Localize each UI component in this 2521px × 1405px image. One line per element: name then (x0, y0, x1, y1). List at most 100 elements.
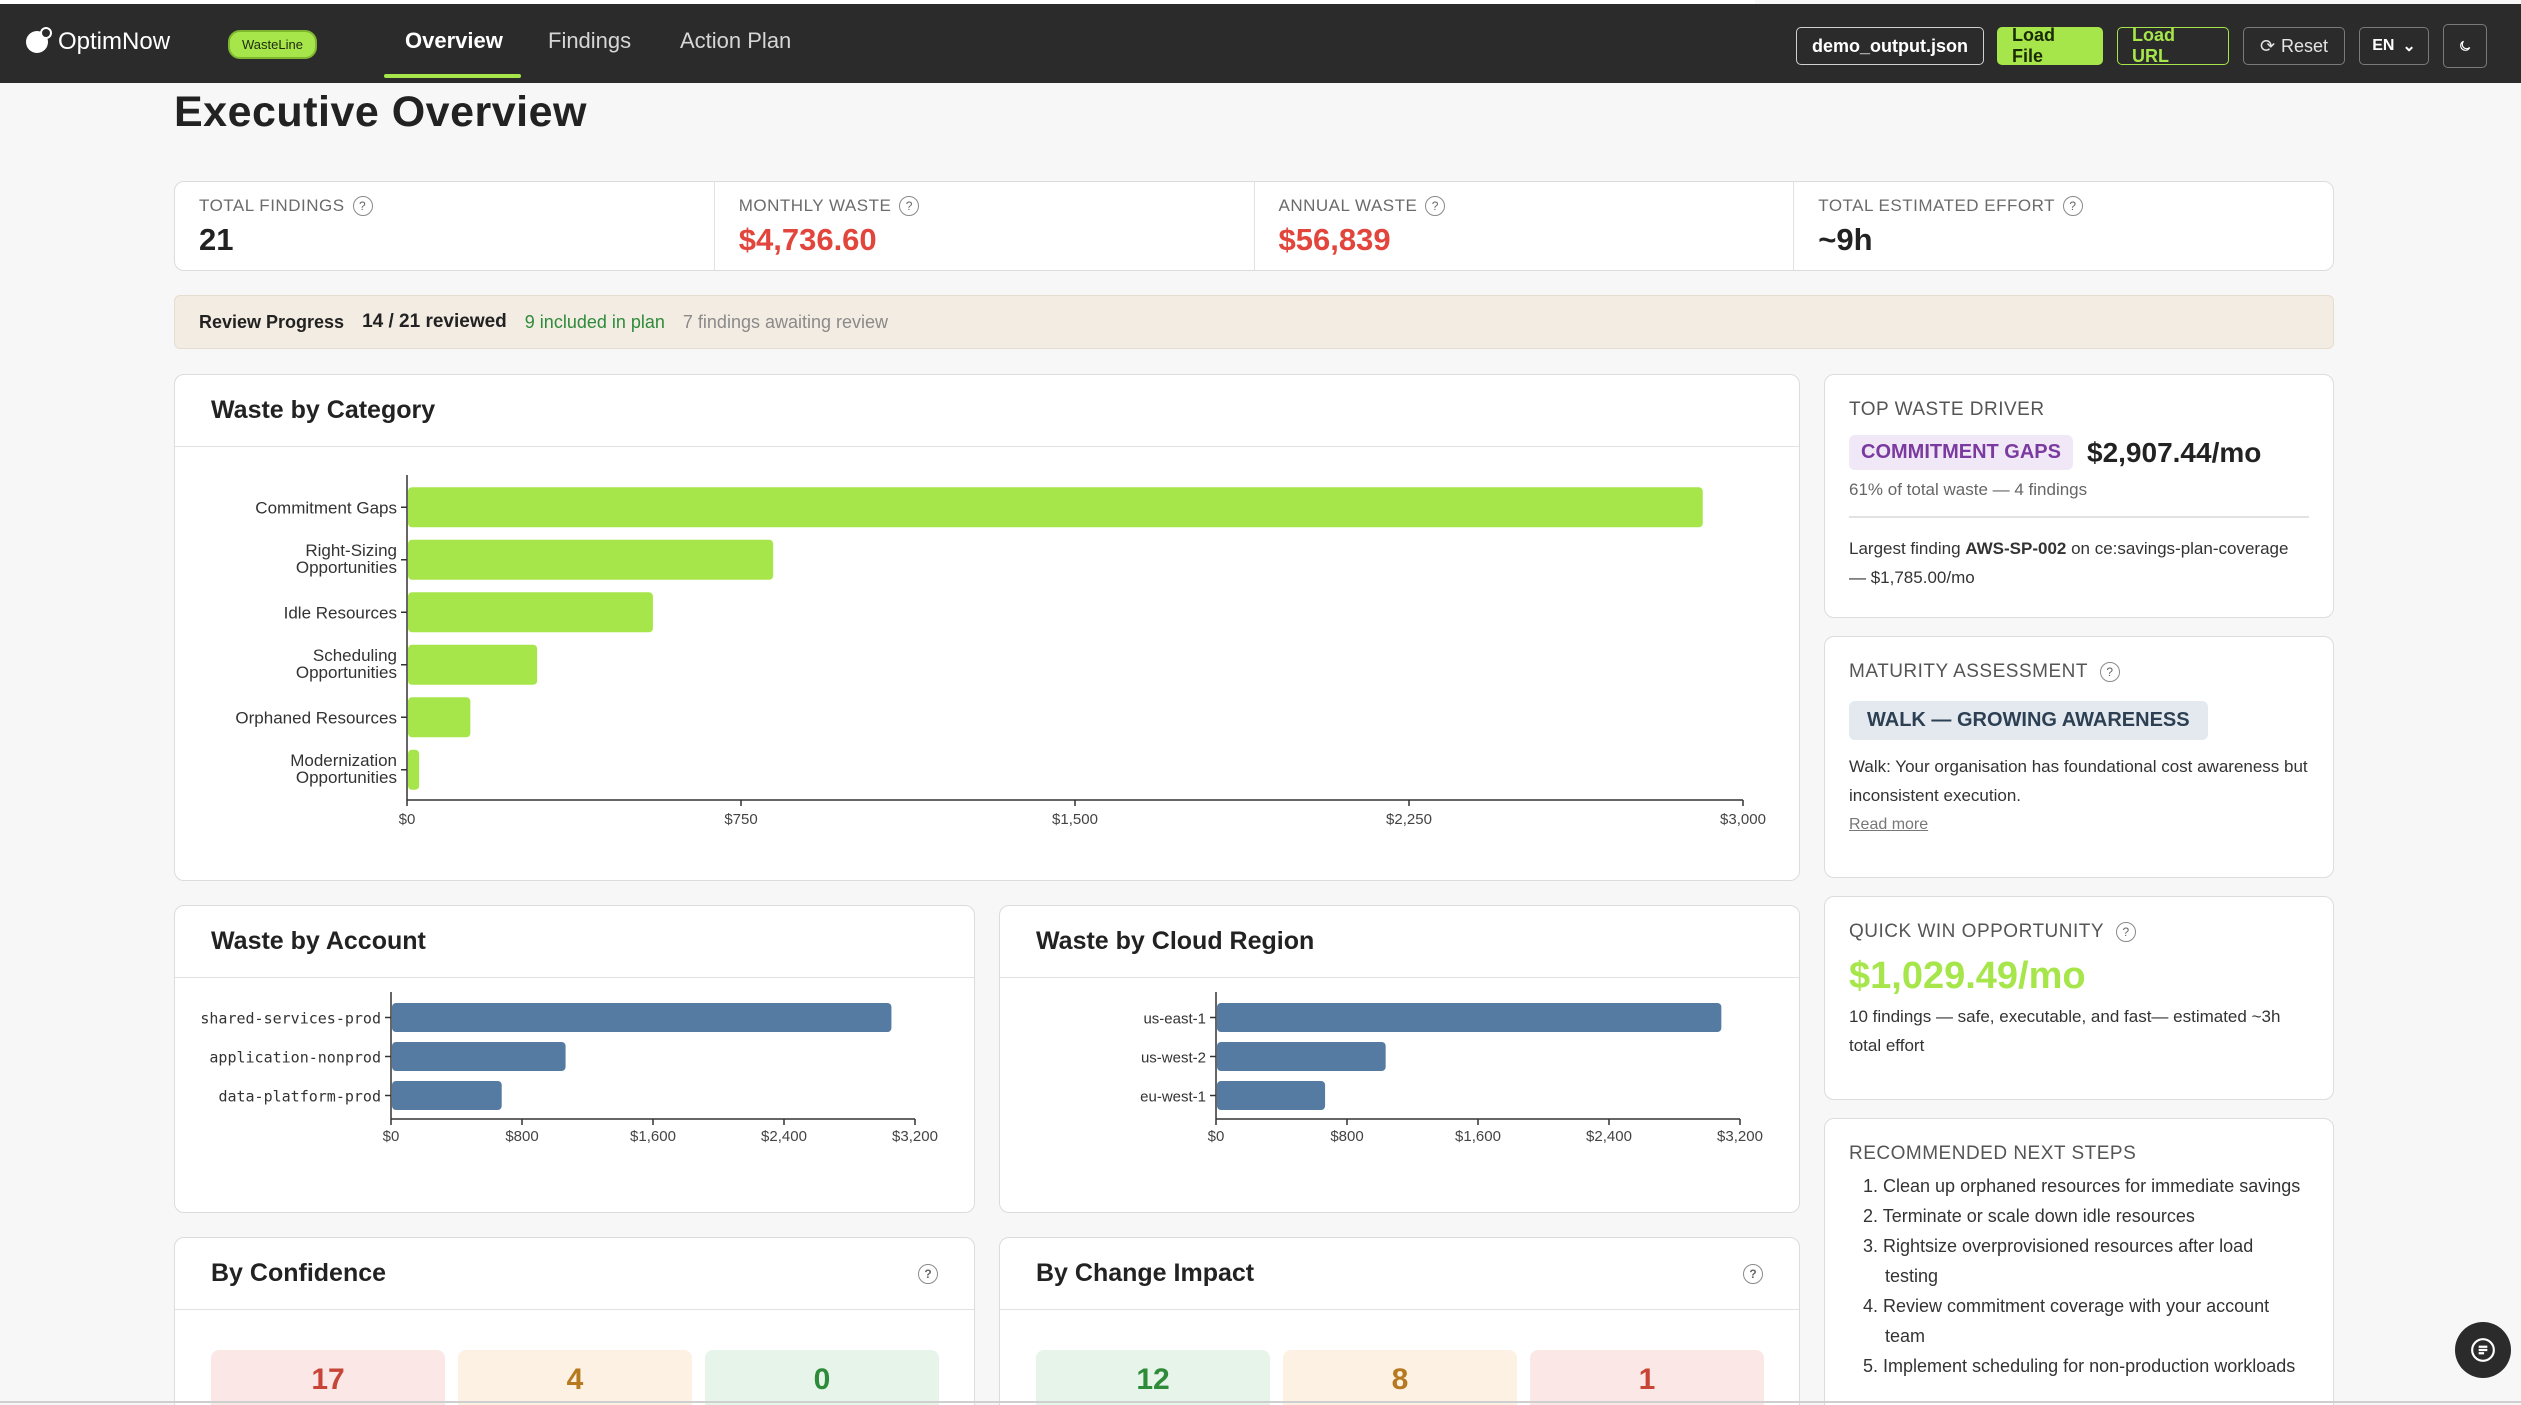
chevron-down-icon: ⌄ (2402, 38, 2416, 55)
language-select[interactable]: EN ⌄ (2359, 27, 2429, 65)
reset-label: Reset (2281, 35, 2329, 56)
waste-by-account-card: Waste by Account shared-services-prod app… (174, 905, 975, 1213)
card-title: TOP WASTE DRIVER (1849, 399, 2045, 420)
card-title: MATURITY ASSESSMENT (1849, 661, 2088, 682)
divider (1849, 516, 2309, 518)
loaded-file-button[interactable]: demo_output.json (1796, 27, 1984, 65)
impact-high-count[interactable]: 1 (1530, 1350, 1764, 1405)
impact-medium-count[interactable]: 8 (1283, 1350, 1517, 1405)
kpi-label: TOTAL FINDINGS (199, 196, 345, 215)
help-icon[interactable]: ? (2063, 196, 2083, 216)
confidence-medium-count[interactable]: 4 (458, 1350, 692, 1405)
by-change-impact-card: By Change Impact? 12 8 1 (999, 1237, 1800, 1405)
bar[interactable] (408, 487, 1703, 528)
help-icon[interactable]: ? (899, 196, 920, 216)
help-icon[interactable]: ? (2116, 922, 2137, 942)
confidence-high-count[interactable]: 17 (211, 1350, 445, 1405)
tab-findings[interactable]: Findings (548, 28, 632, 53)
waste-by-account-chart: shared-services-prod application-nonprod d… (200, 992, 938, 1145)
bar[interactable] (408, 592, 653, 633)
brand-logo[interactable]: OptimNow (26, 27, 171, 56)
kpi-value: 21 (199, 222, 234, 257)
x-tick-label: $3,200 (892, 1128, 938, 1145)
reset-button[interactable]: ⟳ Reset (2243, 27, 2345, 65)
refresh-icon: ⟳ (2259, 35, 2276, 56)
x-tick-label: $800 (505, 1128, 538, 1145)
confidence-low-count[interactable]: 0 (705, 1350, 939, 1405)
review-count: 14 / 21 reviewed (362, 311, 507, 332)
x-tick-label: $750 (724, 811, 757, 828)
largest-finding-id[interactable]: AWS-SP-002 (1965, 538, 2067, 558)
load-file-button[interactable]: Load File (1997, 25, 2103, 66)
quick-win-description: 10 findings — safe, executable, and fast… (1849, 1007, 2281, 1055)
read-more-link[interactable]: Read more (1849, 816, 1929, 833)
bar[interactable] (408, 749, 420, 790)
x-tick-label: $2,400 (1586, 1128, 1632, 1145)
active-tab-indicator (384, 74, 521, 78)
kpi-value: $4,736.60 (738, 222, 877, 257)
next-steps-list: 1. Clean up orphaned resources for immed… (1849, 1171, 2309, 1381)
help-icon[interactable]: ? (2099, 662, 2120, 682)
waste-by-category-chart: Commitment Gaps Right-Sizing Opportunities… (235, 475, 1766, 828)
help-icon[interactable]: ? (1743, 1263, 1763, 1284)
x-tick-label: $2,400 (761, 1128, 807, 1145)
x-tick-label: $0 (1208, 1128, 1225, 1145)
bar[interactable] (408, 644, 538, 685)
x-tick-label: $3,200 (1717, 1128, 1763, 1145)
maturity-description: Walk: Your organisation has foundational… (1849, 757, 2308, 805)
help-icon[interactable]: ? (352, 196, 373, 216)
category-label: Scheduling Opportunities (296, 646, 397, 682)
language-value: EN (2372, 37, 2395, 54)
tab-action-plan[interactable]: Action Plan (680, 28, 792, 53)
kpi-value: $56,839 (1278, 222, 1391, 257)
largest-finding: Largest finding AWS-SP-002 on ce:savings… (1849, 534, 2309, 592)
card-title: Waste by Category (211, 396, 436, 424)
kpi-strip: TOTAL FINDINGS? 21 MONTHLY WASTE? $4,736… (174, 181, 2334, 271)
category-label: eu-west-1 (1140, 1089, 1206, 1106)
kpi-label: MONTHLY WASTE (738, 196, 892, 215)
list-menu-icon (2471, 1338, 2495, 1362)
x-tick-label: $3,000 (1720, 811, 1766, 828)
category-label: data-platform-prod (218, 1088, 381, 1106)
tab-overview[interactable]: Overview (405, 28, 503, 53)
card-title: QUICK WIN OPPORTUNITY (1849, 921, 2105, 942)
bar[interactable] (408, 539, 774, 580)
impact-low-count[interactable]: 12 (1036, 1350, 1270, 1405)
driver-share: 61% of total waste — 4 findings (1849, 480, 2088, 499)
waste-by-category-card: Waste by Category Commitment Gaps Right-S… (174, 374, 1800, 881)
category-label: Commitment Gaps (255, 498, 397, 517)
review-in-plan: 9 included in plan (524, 311, 665, 332)
load-url-button[interactable]: Load URL (2117, 25, 2229, 66)
bar[interactable] (1217, 1042, 1386, 1071)
maturity-level-pill: WALK — GROWING AWARENESS (1849, 701, 2208, 740)
bar[interactable] (408, 697, 471, 738)
help-icon[interactable]: ? (918, 1263, 938, 1284)
kpi-monthly-waste: MONTHLY WASTE? $4,736.60 (715, 182, 1255, 270)
help-icon[interactable]: ? (1425, 196, 1446, 216)
next-step-item: 1. Clean up orphaned resources for immed… (1863, 1176, 2301, 1196)
bar[interactable] (392, 1081, 502, 1110)
category-label: shared-services-prod (200, 1010, 381, 1028)
brand-name: OptimNow (58, 28, 171, 55)
bar[interactable] (1217, 1003, 1722, 1032)
card-title: Waste by Cloud Region (1036, 927, 1315, 955)
kpi-total-findings: TOTAL FINDINGS? 21 (175, 182, 715, 270)
by-confidence-card: By Confidence? 17 4 0 (174, 1237, 975, 1405)
driver-category-pill: COMMITMENT GAPS (1849, 435, 2073, 470)
product-badge: WasteLine (228, 30, 317, 59)
next-step-item: 4. Review commitment coverage with your … (1863, 1296, 2270, 1346)
next-step-item: 5. Implement scheduling for non-producti… (1863, 1356, 2296, 1376)
category-label: Idle Resources (284, 603, 397, 622)
logo-icon (26, 27, 52, 53)
bar[interactable] (392, 1003, 892, 1032)
feedback-button[interactable] (2455, 1322, 2511, 1378)
card-title: RECOMMENDED NEXT STEPS (1849, 1143, 2137, 1164)
kpi-label: TOTAL ESTIMATED EFFORT (1818, 196, 2055, 215)
largest-prefix: Largest finding (1849, 538, 1961, 558)
x-tick-label: $800 (1330, 1128, 1363, 1145)
bar[interactable] (1217, 1081, 1326, 1110)
largest-suffix: on ce:savings-plan-coverage — $1,785.00/… (1849, 538, 2289, 587)
theme-toggle-button[interactable] (2443, 24, 2487, 68)
bar[interactable] (392, 1042, 566, 1071)
card-title: By Change Impact (1036, 1259, 1255, 1287)
